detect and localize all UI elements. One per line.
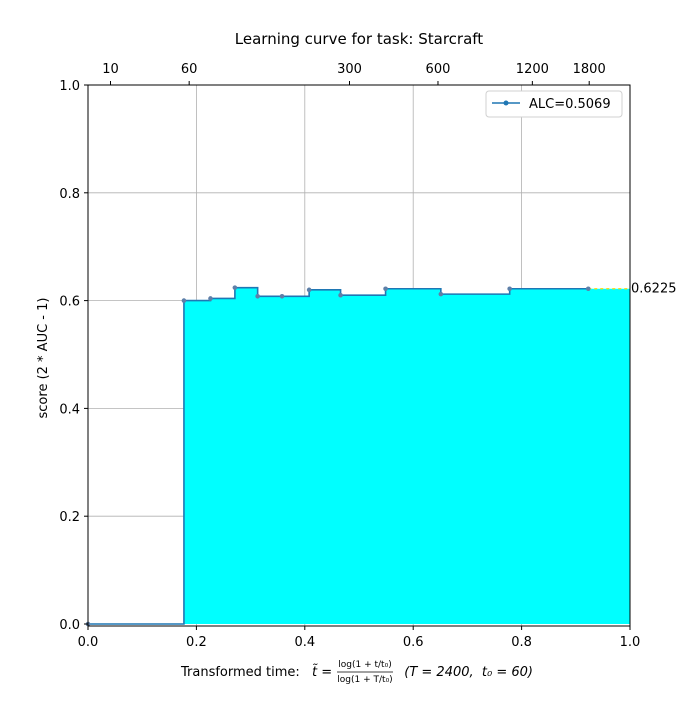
data-point	[306, 287, 312, 293]
legend-label: ALC=0.5069	[529, 97, 611, 112]
y-tick-label: 0.6	[59, 295, 80, 310]
y-tick-label: 0.0	[59, 618, 80, 633]
top-tick-label: 600	[426, 62, 451, 77]
x-tick-label: 1.0	[620, 635, 641, 650]
data-point	[338, 292, 343, 298]
area-fill-path	[88, 287, 630, 624]
x-axis-label-suffix: (T = 2400, t₀ = 60)	[396, 665, 533, 680]
data-point	[255, 293, 260, 299]
data-point	[181, 298, 187, 303]
x-tick-label: 0.4	[294, 635, 315, 650]
y-axis-ticks: 0.0 0.2 0.4 0.6 0.8 1.0	[59, 79, 88, 633]
x-axis-label-prefix: Transformed time:	[180, 665, 304, 680]
data-point	[383, 286, 388, 292]
legend-marker	[503, 100, 509, 106]
y-tick-label: 0.4	[59, 402, 80, 417]
data-point	[232, 285, 238, 290]
x-tick-label: 0.0	[78, 635, 99, 650]
y-tick-label: 1.0	[59, 79, 80, 94]
data-point	[507, 286, 512, 292]
area-fill	[88, 287, 630, 624]
data-point	[279, 293, 285, 299]
plot-frame	[87, 84, 631, 627]
x-tick-label: 0.8	[511, 635, 532, 650]
data-point	[208, 296, 213, 301]
y-axis-label: score (2 * AUC - 1)	[36, 298, 51, 419]
data-points	[85, 285, 591, 627]
top-tick-label: 60	[181, 62, 198, 77]
x-tick-label: 0.6	[403, 635, 424, 650]
data-point	[438, 291, 444, 297]
top-axis-ticks: 10 60 300 600 1200 1800	[102, 62, 606, 85]
legend-box	[485, 90, 623, 118]
top-tick-label: 10	[102, 62, 119, 77]
final-value-label: 0.6225	[631, 282, 677, 297]
x-axis-label-denominator: log(1 + T/t₀)	[337, 675, 392, 685]
top-tick-label: 300	[337, 62, 362, 77]
chart-title: Learning curve for task: Starcraft	[235, 30, 484, 48]
x-tick-label: 0.2	[186, 635, 207, 650]
legend: ALC=0.5069	[485, 90, 623, 118]
y-tick-label: 0.8	[59, 187, 80, 202]
x-axis-label-symbol: t̃ =	[312, 665, 332, 680]
x-axis-label: Transformed time: t̃ = log(1 + t/t₀) log…	[180, 660, 533, 685]
x-axis-ticks: 0.0 0.2 0.4 0.6 0.8 1.0	[78, 626, 641, 650]
data-point	[585, 286, 591, 292]
x-axis-label-numerator: log(1 + t/t₀)	[338, 660, 391, 670]
top-tick-label: 1200	[516, 62, 549, 77]
top-tick-label: 1800	[573, 62, 606, 77]
y-tick-label: 0.2	[59, 510, 80, 525]
